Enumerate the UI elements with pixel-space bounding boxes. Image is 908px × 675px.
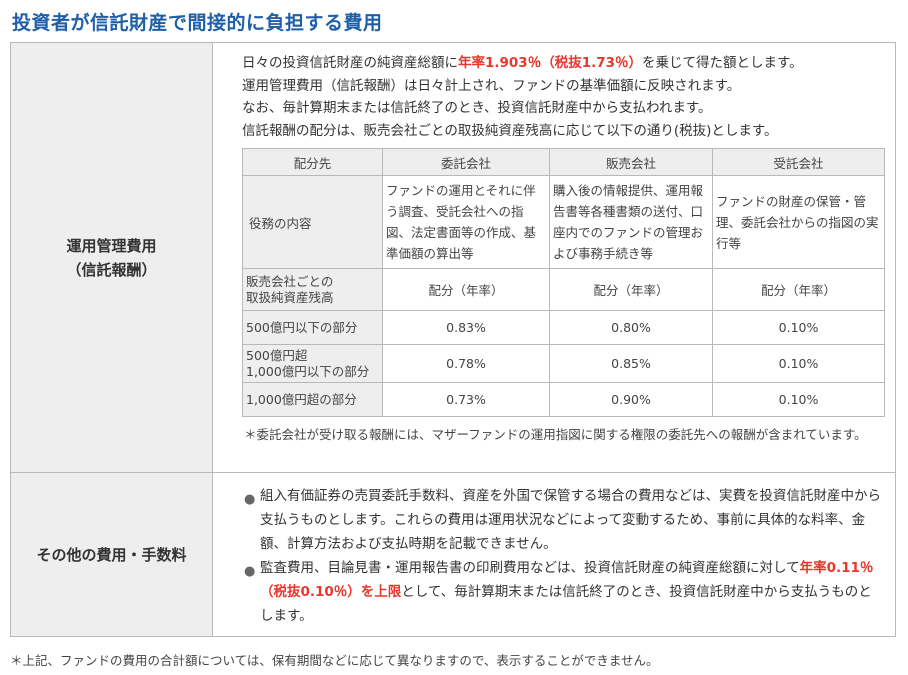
duty-distributor: 購入後の情報提供、運用報告書等各種書類の送付、口座内でのファンドの管理および事務… xyxy=(549,175,713,269)
audit-fee-cap-highlight: 年率0.11％（税抜0.10％）を上限 xyxy=(260,560,874,600)
other-fees-bullet-2: ● 監査費用、目論見書・運用報告書の印刷費用などは、投資信託財産の純資産総額に対… xyxy=(244,556,882,628)
rate-row-1: 500億円以下の部分 0.83% 0.80% 0.10% xyxy=(242,310,885,345)
rate-row-2-trustee: 0.10% xyxy=(712,344,885,383)
rate-row-1-trustee: 0.10% xyxy=(712,310,885,345)
desc-line-1-post: を乗じて得た額とします。 xyxy=(642,55,803,71)
desc-line-1: 日々の投資信託財産の純資産総額に年率1.903％（税抜1.73％）を乗じて得た額… xyxy=(242,52,884,75)
management-fee-label: 運用管理費用 （信託報酬） xyxy=(10,42,213,473)
fee-table: 運用管理費用 （信託報酬） 日々の投資信託財産の純資産総額に年率1.903％（税… xyxy=(10,42,896,637)
rate-row-2-trustor: 0.78% xyxy=(382,344,550,383)
rate-header-distributor: 配分（年率） xyxy=(549,268,713,311)
management-fee-label-line2: （信託報酬） xyxy=(66,260,157,279)
rate-row-3-trustee: 0.10% xyxy=(712,382,885,417)
duty-trustee: ファンドの財産の保管・管理、委託会社からの指図の実行等 xyxy=(712,175,885,269)
other-fees-content: ● 組入有価証券の売買委託手数料、資産を外国で保管する場合の費用などは、実費を投… xyxy=(212,472,896,637)
rate-row-1-distributor: 0.80% xyxy=(549,310,713,345)
rate-row-3-label: 1,000億円超の部分 xyxy=(242,382,383,417)
other-fees-bullet-1: ● 組入有価証券の売買委託手数料、資産を外国で保管する場合の費用などは、実費を投… xyxy=(244,484,882,556)
rate-row-2-label: 500億円超 1,000億円以下の部分 xyxy=(242,344,383,383)
header-trustor: 委託会社 xyxy=(382,148,550,176)
other-fees-bullet-2-pre: 監査費用、目論見書・運用報告書の印刷費用などは、投資信託財産の純資産総額に対して xyxy=(260,560,800,576)
rate-row-2-distributor: 0.85% xyxy=(549,344,713,383)
other-fees-bullet-1-text: 組入有価証券の売買委託手数料、資産を外国で保管する場合の費用などは、実費を投資信… xyxy=(260,488,881,552)
rate-row-1-trustor: 0.83% xyxy=(382,310,550,345)
fee-rate-highlight: 年率1.903％（税抜1.73％） xyxy=(458,55,643,71)
rate-label: 販売会社ごとの 取扱純資産残高 xyxy=(242,268,383,311)
bullet-icon: ● xyxy=(244,564,256,579)
other-fees-list: ● 組入有価証券の売買委託手数料、資産を外国で保管する場合の費用などは、実費を投… xyxy=(214,474,894,628)
rate-header-trustee: 配分（年率） xyxy=(712,268,885,311)
management-fee-label-line1: 運用管理費用 xyxy=(66,236,157,255)
management-fee-description: 日々の投資信託財産の純資産総額に年率1.903％（税抜1.73％）を乗じて得た額… xyxy=(214,44,894,142)
other-fees-row: その他の費用・手数料 ● 組入有価証券の売買委託手数料、資産を外国で保管する場合… xyxy=(10,472,896,637)
header-trustee: 受託会社 xyxy=(712,148,885,176)
duty-trustor: ファンドの運用とそれに伴う調査、受託会社への指図、法定書面等の作成、基準価額の算… xyxy=(382,175,550,269)
other-fees-bullet-2-post: として、毎計算期末または信託終了のとき、投資信託財産中から支払うものとします。 xyxy=(260,584,872,624)
page-title: 投資者が信託財産で間接的に負担する費用 xyxy=(12,12,383,34)
management-fee-row: 運用管理費用 （信託報酬） 日々の投資信託財産の純資産総額に年率1.903％（税… xyxy=(10,42,896,473)
management-fee-content: 日々の投資信託財産の純資産総額に年率1.903％（税抜1.73％）を乗じて得た額… xyxy=(212,42,896,473)
allocation-header-row: 配分先 委託会社 販売会社 受託会社 xyxy=(242,148,885,176)
rate-row-2-label-line1: 500億円超 xyxy=(246,347,308,363)
footnote: ＊上記、ファンドの費用の合計額については、保有期間などに応じて異なりますので、表… xyxy=(10,653,659,668)
rate-header-trustor: 配分（年率） xyxy=(382,268,550,311)
rate-header-row: 販売会社ごとの 取扱純資産残高 配分（年率） 配分（年率） 配分（年率） xyxy=(242,268,885,311)
duty-label: 役務の内容 xyxy=(242,175,383,269)
duty-row: 役務の内容 ファンドの運用とそれに伴う調査、受託会社への指図、法定書面等の作成、… xyxy=(242,175,885,269)
rate-row-3-trustor: 0.73% xyxy=(382,382,550,417)
desc-line-3: なお、毎計算期末または信託終了のとき、投資信託財産中から支払われます。 xyxy=(242,100,712,116)
rate-row-3-distributor: 0.90% xyxy=(549,382,713,417)
rate-label-line2: 取扱純資産残高 xyxy=(246,289,334,305)
trustor-fee-note: ＊委託会社が受け取る報酬には、マザーファンドの運用指図に関する権限の委託先への報… xyxy=(244,427,867,442)
desc-line-4: 信託報酬の配分は、販売会社ごとの取扱純資産残高に応じて以下の通り(税抜)とします… xyxy=(242,122,778,139)
bullet-icon: ● xyxy=(244,492,256,507)
rate-row-2-label-line2: 1,000億円以下の部分 xyxy=(246,363,370,379)
header-recipient: 配分先 xyxy=(242,148,383,176)
desc-line-1-pre: 日々の投資信託財産の純資産総額に xyxy=(242,55,458,71)
desc-line-2: 運用管理費用（信託報酬）は日々計上され、ファンドの基準価額に反映されます。 xyxy=(242,77,741,94)
header-distributor: 販売会社 xyxy=(549,148,713,176)
other-fees-label: その他の費用・手数料 xyxy=(10,472,213,637)
rate-row-2: 500億円超 1,000億円以下の部分 0.78% 0.85% 0.10% xyxy=(242,344,885,383)
rate-row-3: 1,000億円超の部分 0.73% 0.90% 0.10% xyxy=(242,382,885,417)
rate-row-1-label: 500億円以下の部分 xyxy=(242,310,383,345)
allocation-table: 配分先 委託会社 販売会社 受託会社 役務の内容 ファンドの運用とそれに伴う調査… xyxy=(242,148,885,417)
rate-label-line1: 販売会社ごとの xyxy=(246,273,334,289)
